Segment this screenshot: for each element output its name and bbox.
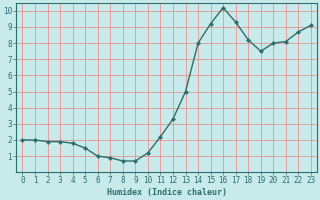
X-axis label: Humidex (Indice chaleur): Humidex (Indice chaleur) [107, 188, 227, 197]
